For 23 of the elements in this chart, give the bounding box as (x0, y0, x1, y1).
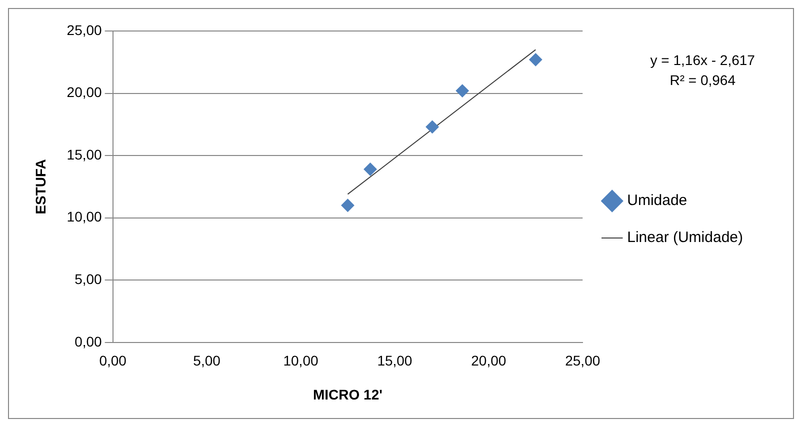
y-tick-label: 20,00 (66, 84, 102, 100)
y-tick-label: 15,00 (66, 146, 102, 162)
y-tick-label: 5,00 (74, 270, 102, 287)
x-tick-label: 20,00 (471, 352, 506, 369)
text: y = 1,16x - 2,617 (650, 52, 756, 68)
x-tick-label: 5,00 (193, 352, 221, 369)
legend-label: Umidade (627, 192, 688, 210)
text: R² = 0,964 (670, 72, 736, 88)
point (426, 120, 439, 134)
y-tick-label: 25,00 (66, 22, 102, 38)
y-axis-title: ESTUFA (32, 159, 48, 214)
x-tick-label: 15,00 (377, 352, 412, 369)
point (529, 53, 542, 66)
x-tick-label: 0,00 (99, 352, 127, 369)
point (456, 84, 469, 98)
point (364, 162, 377, 176)
x-axis-title: MICRO 12' (313, 386, 382, 402)
x-tick-label: 10,00 (283, 352, 318, 369)
y-tick-label: 10,00 (66, 208, 102, 225)
y-tick-label: 0,00 (74, 333, 102, 350)
x-tick-label: 25,00 (565, 352, 600, 369)
legend-label: Linear (Umidade) (627, 229, 744, 246)
point (341, 198, 354, 212)
